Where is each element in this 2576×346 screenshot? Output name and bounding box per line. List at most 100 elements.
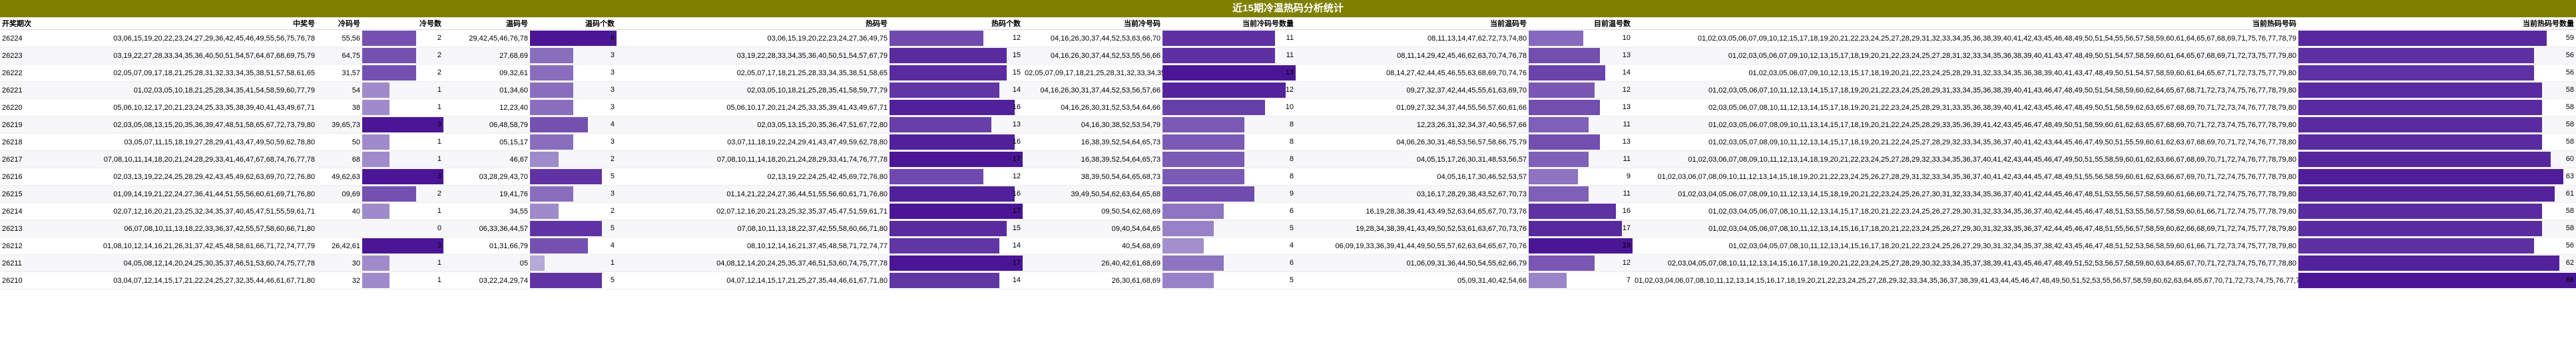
cell-cur-cold: 38,39,50,54,64,65,68,73 <box>1023 168 1162 186</box>
count-bar <box>530 169 603 184</box>
cell-hot-code: 02,05,07,17,18,21,25,28,33,34,35,38,51,5… <box>617 64 890 82</box>
count-value: 14 <box>1012 276 1021 284</box>
count-bar <box>1162 204 1224 219</box>
count-bar <box>890 31 984 46</box>
col-header-middle[interactable]: 中奖号 <box>43 17 317 30</box>
cell-cur-hot-count: 58 <box>2298 81 2576 99</box>
count-value: 8 <box>1289 155 1294 163</box>
count-value: 19 <box>1622 242 1631 250</box>
table-row[interactable]: 26223 03,19,22,27,28,33,34,35,36,40,50,51… <box>0 47 2576 65</box>
cell-cur-warm: 08,14,27,42,44,45,46,55,63,68,69,70,74,7… <box>1296 64 1529 82</box>
col-header-cur-cold[interactable]: 当前冷号码 <box>1023 17 1162 30</box>
count-value: 12 <box>1285 86 1294 94</box>
table-row[interactable]: 26221 01,02,03,05,10,18,21,25,28,34,35,41… <box>0 81 2576 99</box>
count-value: 16 <box>1622 207 1631 215</box>
count-bar <box>2298 134 2543 150</box>
cell-cur-hot-count: 56 <box>2298 64 2576 82</box>
count-value: 13 <box>1622 51 1631 59</box>
count-value: 1 <box>437 259 441 267</box>
col-header-hot-code[interactable]: 热码号 <box>617 17 890 30</box>
col-header-cur-hot[interactable]: 当前热码号码 <box>1633 17 2298 30</box>
table-row[interactable]: 26220 05,06,10,12,17,20,21,23,24,25,33,35… <box>0 98 2576 116</box>
cell-cur-warm: 19,28,34,38,39,41,43,49,50,52,53,61,63,6… <box>1296 220 1529 238</box>
cell-middle: 07,08,10,11,14,18,20,21,24,28,29,33,41,4… <box>43 150 317 168</box>
count-bar <box>1529 152 1589 167</box>
count-bar <box>530 48 573 63</box>
cell-cold-code: 40 <box>317 202 362 220</box>
count-bar <box>1529 204 1617 219</box>
count-value: 58 <box>2565 103 2574 111</box>
cell-hot-code: 03,07,11,18,19,22,24,29,41,43,47,49,59,6… <box>617 133 890 151</box>
table-row[interactable]: 26216 02,03,13,19,22,24,25,28,29,42,43,45… <box>0 168 2576 186</box>
col-header-cold-code[interactable]: 冷码号 <box>317 17 362 30</box>
count-bar <box>362 186 417 202</box>
col-header-cur-hot-count[interactable]: 当前热码号数量 <box>2298 17 2576 30</box>
cell-hot-count: 17 <box>890 202 1023 220</box>
table-row[interactable]: 26210 03,04,07,12,14,15,17,21,22,24,25,27… <box>0 271 2576 289</box>
count-bar <box>890 221 1007 236</box>
table-row[interactable]: 26213 06,07,08,10,11,13,18,22,33,36,37,42… <box>0 220 2576 238</box>
cell-period: 26214 <box>0 202 43 220</box>
table-row[interactable]: 26218 03,05,07,11,15,18,19,27,28,29,41,43… <box>0 133 2576 151</box>
cell-cur-hot: 01,02,03,04,05,06,07,08,10,11,12,13,14,1… <box>1633 220 2298 238</box>
cell-hot-count: 14 <box>890 271 1023 289</box>
count-value: 2 <box>437 190 441 198</box>
col-header-period[interactable]: 开奖期次 <box>0 17 43 30</box>
cell-warm-count: 2 <box>530 150 617 168</box>
cell-cold-code: 26,42,61 <box>317 237 362 255</box>
col-header-cur-warm[interactable]: 当前温码号 <box>1296 17 1529 30</box>
table-row[interactable]: 26222 02,05,07,09,17,18,21,25,28,31,32,33… <box>0 64 2576 82</box>
cell-cur-warm: 04,05,15,17,26,30,31,48,53,56,57 <box>1296 150 1529 168</box>
cell-cur-hot-count: 63 <box>2298 168 2576 186</box>
count-bar <box>890 65 1007 81</box>
col-header-cold-count[interactable]: 冷号数 <box>362 17 443 30</box>
count-bar <box>1162 117 1245 132</box>
cell-hot-count: 13 <box>890 116 1023 134</box>
cell-hot-code: 07,08,10,11,14,18,20,21,24,28,29,33,41,7… <box>617 150 890 168</box>
count-value: 5 <box>610 276 615 284</box>
cell-cur-cold-count: 4 <box>1162 237 1296 255</box>
cell-cur-hot-count: 58 <box>2298 98 2576 116</box>
count-bar <box>362 134 389 150</box>
table-row[interactable]: 26224 03,06,15,19,20,22,23,24,27,29,36,42… <box>0 29 2576 47</box>
cell-warm-code: 03,22,24,29,74 <box>443 271 530 289</box>
table-row[interactable]: 26214 02,07,12,16,20,21,23,25,32,34,35,37… <box>0 202 2576 220</box>
count-bar <box>1529 169 1578 184</box>
cell-cold-code: 30 <box>317 254 362 272</box>
col-header-warm-code[interactable]: 温码号 <box>443 17 530 30</box>
cell-warm-count: 3 <box>530 81 617 99</box>
count-value: 56 <box>2565 51 2574 59</box>
cell-warm-code: 05 <box>443 254 530 272</box>
cell-cur-hot: 01,02,03,04,05,06,07,08,10,11,12,13,14,1… <box>1633 202 2298 220</box>
cell-period: 26219 <box>0 116 43 134</box>
count-value: 58 <box>2565 86 2574 94</box>
count-value: 11 <box>1286 34 1294 42</box>
table-row[interactable]: 26217 07,08,10,11,14,18,20,21,24,28,29,33… <box>0 150 2576 168</box>
count-bar <box>1162 256 1224 271</box>
cell-target-warm: 17 <box>1529 220 1633 238</box>
cell-middle: 03,06,15,19,20,22,23,24,27,29,36,42,45,4… <box>43 29 317 47</box>
count-bar <box>530 273 603 288</box>
col-header-target-warm[interactable]: 目前温号数 <box>1529 17 1633 30</box>
table-row[interactable]: 26215 01,09,14,19,21,22,24,27,36,41,44,51… <box>0 185 2576 203</box>
table-row[interactable]: 26219 02,03,05,08,13,15,20,35,36,39,47,48… <box>0 116 2576 134</box>
cell-cur-warm: 03,16,17,28,29,38,43,52,67,70,73 <box>1296 185 1529 203</box>
cell-warm-code: 27,68,69 <box>443 47 530 65</box>
cell-cur-warm: 01,06,09,31,36,44,50,54,55,62,66,79 <box>1296 254 1529 272</box>
table-row[interactable]: 26212 01,08,10,12,14,16,21,26,31,37,42,45… <box>0 237 2576 255</box>
count-bar <box>530 65 573 81</box>
count-bar <box>2298 65 2534 81</box>
table-row[interactable]: 26211 04,05,08,12,14,20,24,25,30,35,37,46… <box>0 254 2576 272</box>
col-header-warm-count[interactable]: 温码个数 <box>530 17 617 30</box>
col-header-cur-cold-count[interactable]: 当前冷码号数量 <box>1162 17 1296 30</box>
cell-period: 26215 <box>0 185 43 203</box>
count-bar <box>362 238 443 254</box>
cell-cold-count: 0 <box>362 220 443 238</box>
cell-warm-code: 06,48,58,79 <box>443 116 530 134</box>
col-header-hot-count[interactable]: 热码个数 <box>890 17 1023 30</box>
cell-cold-code: 64,75 <box>317 47 362 65</box>
cell-cur-cold: 04,16,26,30,37,44,52,53,55,56,66 <box>1023 47 1162 65</box>
cell-hot-code: 03,19,22,28,33,34,35,36,40,50,51,54,57,6… <box>617 47 890 65</box>
cell-cur-cold: 04,16,26,30,37,44,52,53,63,66,70 <box>1023 29 1162 47</box>
count-value: 11 <box>1623 120 1631 128</box>
